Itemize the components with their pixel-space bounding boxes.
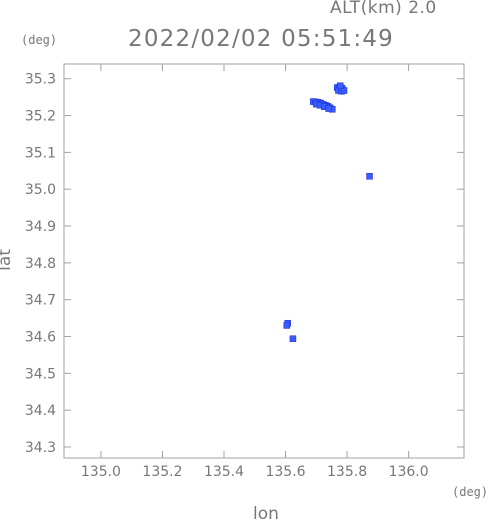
x-tick-label: 135.0 — [81, 464, 121, 480]
x-tick-label: 135.6 — [265, 464, 305, 480]
echo-point — [337, 82, 344, 89]
plot-frame — [63, 63, 465, 459]
y-tick-label: 34.5 — [25, 366, 56, 382]
timestamp-title: 2022/02/02 05:51:49 — [128, 26, 394, 52]
x-axis-label: lon — [253, 504, 279, 524]
echo-point — [366, 173, 373, 180]
x-tick-label: 135.4 — [204, 464, 244, 480]
y-tick-label: 34.8 — [25, 256, 56, 272]
echo-point — [340, 87, 348, 94]
axis-ticks: 34.3 34.4 34.5 34.6 34.7 34.8 34.9 35.0 35.1 35.2… — [25, 64, 464, 480]
y-tick-label: 34.7 — [25, 293, 56, 309]
y-tick-label: 35.2 — [25, 109, 56, 125]
echo-points — [283, 82, 373, 342]
y-tick-label: 34.4 — [25, 403, 56, 419]
y-tick-label: 34.3 — [25, 440, 56, 456]
x-tick-label: 136.0 — [389, 464, 429, 480]
x-tick-label: 135.8 — [327, 464, 367, 480]
y-tick-label: 34.6 — [25, 329, 56, 345]
y-tick-label: 35.0 — [25, 182, 56, 198]
echo-point — [289, 335, 297, 342]
x-axis-unit: (deg) — [452, 485, 489, 499]
altitude-label: ALT(km) 2.0 — [330, 0, 437, 18]
y-tick-label: 34.9 — [25, 219, 56, 235]
y-axis-unit: (deg) — [21, 33, 58, 47]
x-tick-label: 135.2 — [142, 464, 182, 480]
y-tick-label: 35.3 — [25, 72, 56, 88]
echo-point — [325, 105, 332, 112]
y-tick-label: 35.1 — [25, 145, 56, 161]
echo-point — [283, 322, 291, 329]
